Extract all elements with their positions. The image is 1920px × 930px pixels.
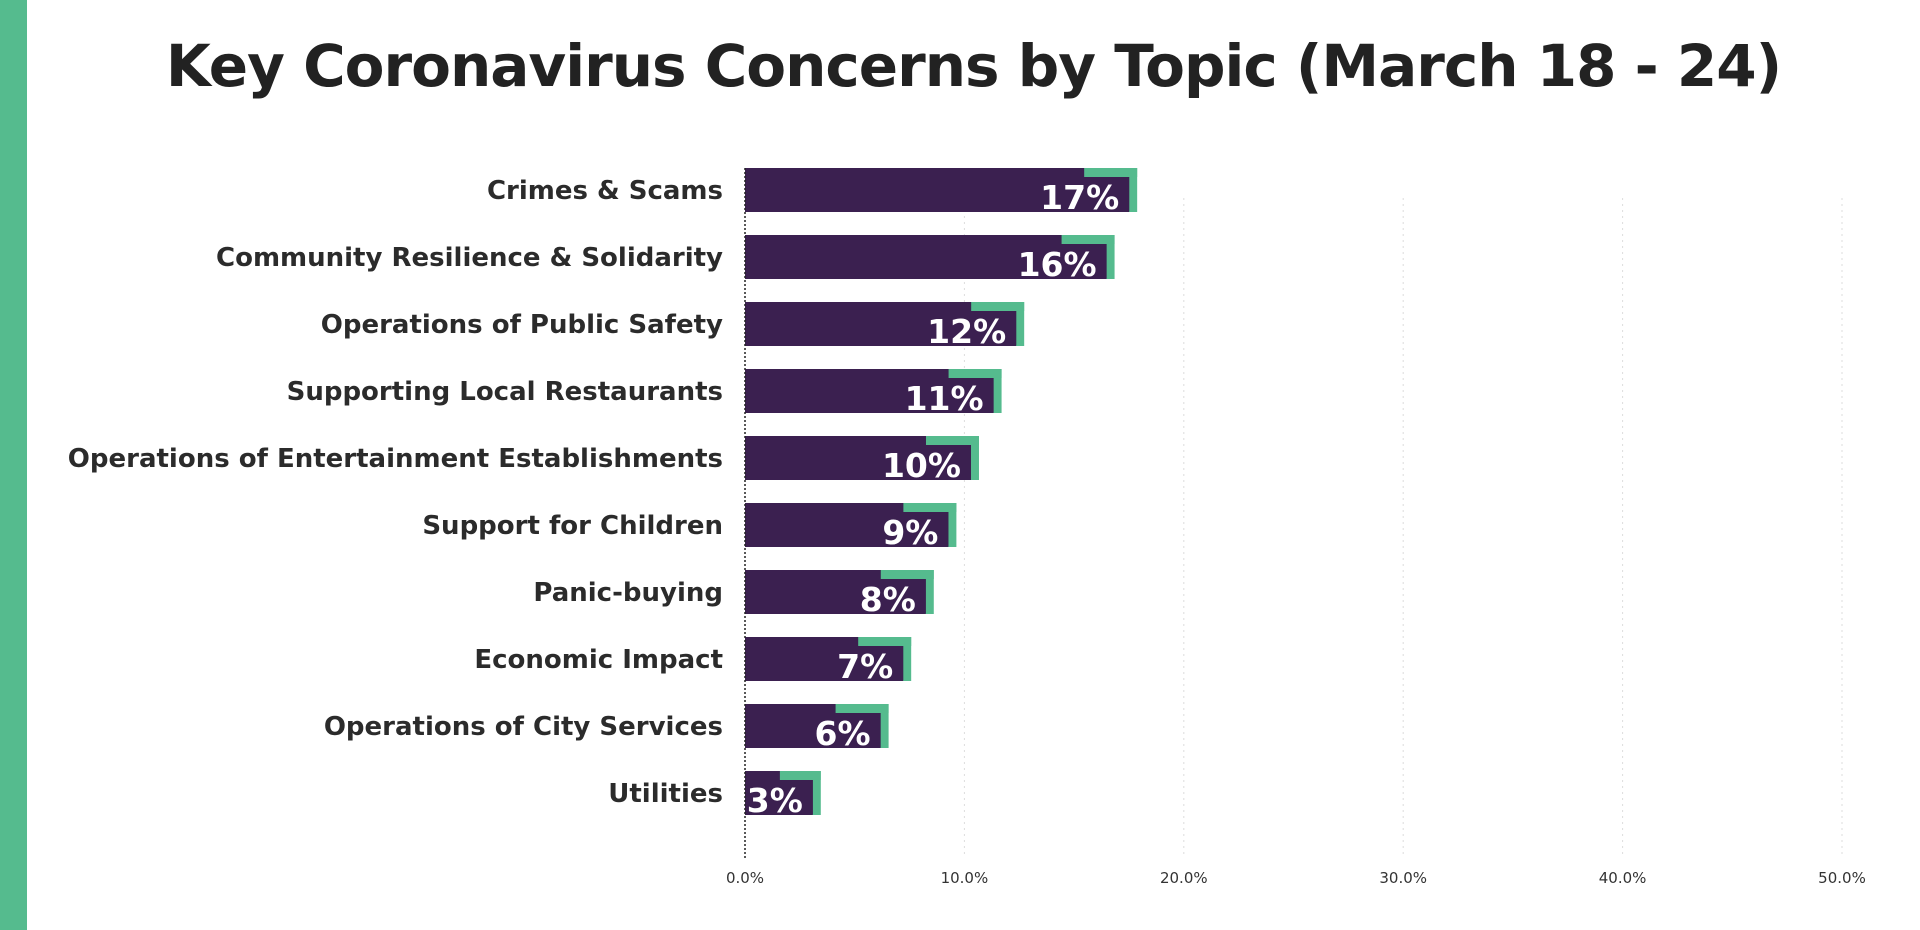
- category-label: Community Resilience & Solidarity: [216, 243, 723, 273]
- chart-title: Key Coronavirus Concerns by Topic (March…: [165, 32, 1782, 100]
- bar-accent: [1061, 235, 1115, 244]
- value-label: 12%: [927, 312, 1006, 351]
- bar-accent: [880, 570, 934, 579]
- value-label: 16%: [1018, 245, 1097, 284]
- category-label: Panic-buying: [533, 578, 723, 608]
- x-tick-label: 30.0%: [1379, 869, 1427, 887]
- value-label: 3%: [747, 781, 803, 820]
- x-axis-ticks: 0.0% 10.0% 20.0% 30.0% 40.0% 50.0%: [726, 869, 1866, 887]
- bar-accent: [835, 704, 889, 713]
- bar-accent: [1084, 168, 1138, 177]
- x-tick-label: 0.0%: [726, 869, 764, 887]
- bar-lower: [745, 177, 1130, 212]
- bar-row: 16% Community Resilience & Solidarity: [216, 235, 1115, 284]
- value-label: 11%: [905, 379, 984, 418]
- accent-strip: [0, 0, 27, 930]
- bar-lower: [745, 780, 813, 815]
- bar-lower: [745, 378, 994, 413]
- bar-row: 3% Utilities: [608, 771, 821, 820]
- category-label: Utilities: [608, 779, 723, 809]
- bar-accent: [903, 503, 957, 512]
- bar-lower: [745, 713, 881, 748]
- bar-row: 12% Operations of Public Safety: [321, 302, 1025, 351]
- category-label: Operations of Entertainment Establishmen…: [68, 444, 723, 474]
- bars: 17% Crimes & Scams 16% Community Resilience…: [68, 168, 1138, 820]
- bar-row: 11% Supporting Local Restaurants: [287, 369, 1002, 418]
- bar-lower: [745, 646, 904, 681]
- bar-row: 17% Crimes & Scams: [487, 168, 1138, 217]
- category-label: Support for Children: [422, 511, 723, 541]
- category-label: Crimes & Scams: [487, 176, 723, 206]
- bar-row: 6% Operations of City Services: [324, 704, 889, 753]
- x-tick-label: 10.0%: [941, 869, 989, 887]
- value-label: 6%: [815, 714, 871, 753]
- bar-accent: [971, 302, 1025, 311]
- bar-accent: [858, 637, 912, 646]
- category-label: Operations of City Services: [324, 712, 723, 742]
- bar-row: 7% Economic Impact: [474, 637, 912, 686]
- x-tick-label: 50.0%: [1818, 869, 1866, 887]
- bar-row: 8% Panic-buying: [533, 570, 934, 619]
- bar-lower: [745, 512, 949, 547]
- value-label: 9%: [882, 513, 938, 552]
- bar-row: 10% Operations of Entertainment Establish…: [68, 436, 979, 485]
- bar-row: 9% Support for Children: [422, 503, 957, 552]
- grid-lines: [963, 198, 1843, 858]
- x-tick-label: 40.0%: [1599, 869, 1647, 887]
- value-label: 8%: [860, 580, 916, 619]
- category-label: Operations of Public Safety: [321, 310, 723, 340]
- value-label: 10%: [882, 446, 961, 485]
- bar-lower: [745, 244, 1107, 279]
- bar-accent: [779, 771, 821, 780]
- bar-lower: [745, 311, 1017, 346]
- category-label: Economic Impact: [474, 645, 723, 675]
- value-label: 7%: [837, 647, 893, 686]
- bar-lower: [745, 579, 926, 614]
- bar-accent: [925, 436, 979, 445]
- value-label: 17%: [1040, 178, 1119, 217]
- x-tick-label: 20.0%: [1160, 869, 1208, 887]
- category-label: Supporting Local Restaurants: [287, 377, 723, 407]
- bar-accent: [948, 369, 1002, 378]
- bar-lower: [745, 445, 971, 480]
